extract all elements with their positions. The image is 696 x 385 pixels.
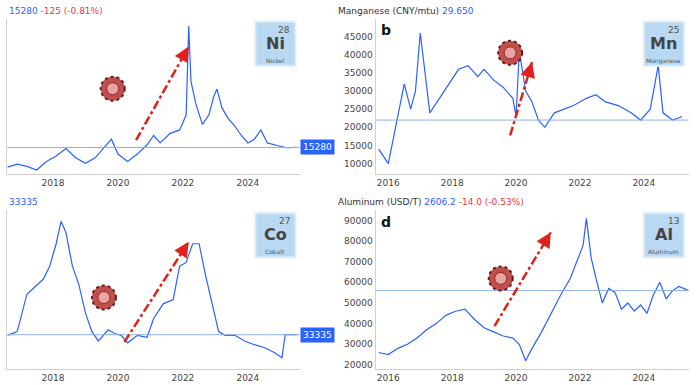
svg-text:2020: 2020 <box>106 373 129 383</box>
svg-text:Manganese (CNY/mtu) 29.650: Manganese (CNY/mtu) 29.650 <box>338 6 474 16</box>
svg-text:Aluminum: Aluminum <box>648 248 679 255</box>
svg-text:b: b <box>381 22 391 38</box>
svg-text:Co: Co <box>264 225 287 244</box>
svg-text:15280: 15280 <box>303 142 332 152</box>
svg-text:2022: 2022 <box>171 373 194 383</box>
svg-text:90000: 90000 <box>344 216 373 226</box>
svg-text:2018: 2018 <box>41 373 64 383</box>
svg-text:2016: 2016 <box>377 178 400 188</box>
svg-text:Manganese: Manganese <box>646 57 681 65</box>
svg-text:2024: 2024 <box>236 373 259 383</box>
svg-text:2018: 2018 <box>441 178 464 188</box>
svg-text:2022: 2022 <box>171 178 194 188</box>
svg-text:Cobalt: Cobalt <box>265 248 285 255</box>
svg-text:2024: 2024 <box>632 373 655 383</box>
svg-text:Aluminum (USD/T) 2606.2 -14.0: Aluminum (USD/T) 2606.2 -14.0 (-0.53%) <box>338 197 524 207</box>
svg-text:30000: 30000 <box>344 86 373 96</box>
svg-text:70000: 70000 <box>344 257 373 267</box>
svg-text:25000: 25000 <box>344 104 373 114</box>
svg-text:15280 -125 (-0.81%): 15280 -125 (-0.81%) <box>9 6 103 16</box>
svg-text:Al: Al <box>655 225 673 244</box>
svg-text:2022: 2022 <box>568 178 591 188</box>
svg-text:28: 28 <box>278 25 290 35</box>
svg-text:30000: 30000 <box>344 339 373 349</box>
svg-text:2020: 2020 <box>106 178 129 188</box>
svg-text:80000: 80000 <box>344 236 373 246</box>
svg-text:45000: 45000 <box>344 32 373 42</box>
svg-text:13: 13 <box>668 216 679 226</box>
svg-text:25: 25 <box>668 25 679 35</box>
svg-text:27: 27 <box>279 216 290 226</box>
svg-text:35000: 35000 <box>344 68 373 78</box>
svg-text:10000: 10000 <box>344 159 373 169</box>
svg-text:2022: 2022 <box>568 373 591 383</box>
svg-text:d: d <box>381 214 391 230</box>
svg-text:60000: 60000 <box>344 277 373 287</box>
svg-text:15000: 15000 <box>344 141 373 151</box>
svg-text:40000: 40000 <box>344 319 373 329</box>
svg-text:2018: 2018 <box>41 178 64 188</box>
svg-text:33335: 33335 <box>303 330 332 340</box>
svg-text:2024: 2024 <box>632 178 655 188</box>
svg-text:50000: 50000 <box>344 298 373 308</box>
svg-text:Ni: Ni <box>266 34 285 53</box>
svg-text:2024: 2024 <box>236 178 259 188</box>
svg-text:2016: 2016 <box>377 373 400 383</box>
svg-text:2020: 2020 <box>505 373 528 383</box>
svg-text:2018: 2018 <box>441 373 464 383</box>
svg-text:20000: 20000 <box>344 360 373 370</box>
svg-text:Mn: Mn <box>650 34 677 53</box>
svg-text:Nickel: Nickel <box>266 57 284 64</box>
svg-text:33335: 33335 <box>9 197 38 207</box>
svg-text:40000: 40000 <box>344 50 373 60</box>
svg-text:2020: 2020 <box>505 178 528 188</box>
svg-text:20000: 20000 <box>344 122 373 132</box>
